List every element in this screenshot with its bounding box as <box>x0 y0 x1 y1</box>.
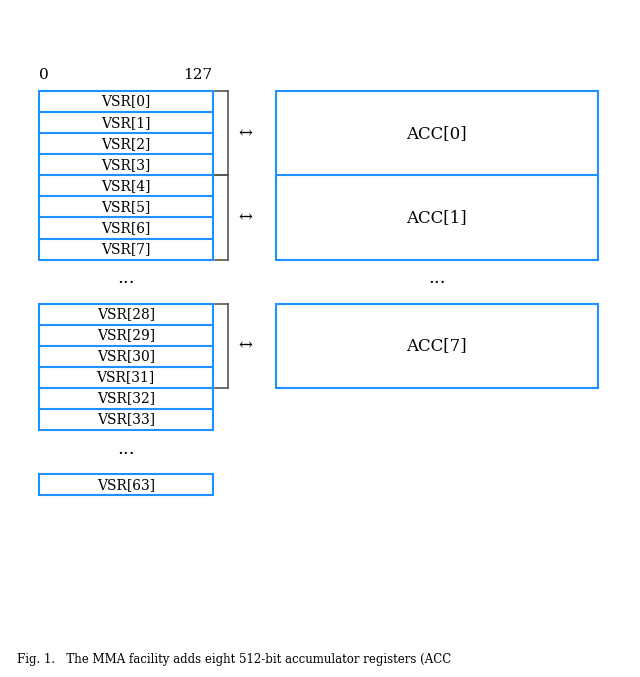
Text: VSR[4]: VSR[4] <box>101 179 150 193</box>
Text: VSR[32]: VSR[32] <box>97 391 155 406</box>
Text: VSR[3]: VSR[3] <box>101 158 150 172</box>
Text: VSR[5]: VSR[5] <box>101 200 150 214</box>
Text: 0: 0 <box>39 68 49 83</box>
Text: ↔: ↔ <box>239 209 252 226</box>
Text: ...: ... <box>117 440 134 458</box>
Text: ...: ... <box>428 269 445 287</box>
Text: ACC[0]: ACC[0] <box>406 125 467 141</box>
Text: VSR[30]: VSR[30] <box>97 349 155 364</box>
Text: VSR[33]: VSR[33] <box>97 412 155 427</box>
Text: VSR[6]: VSR[6] <box>101 221 150 235</box>
Text: VSR[7]: VSR[7] <box>101 242 150 256</box>
Text: ACC[1]: ACC[1] <box>406 209 467 226</box>
Text: ↔: ↔ <box>239 125 252 141</box>
Text: VSR[1]: VSR[1] <box>101 116 150 130</box>
Text: ACC[7]: ACC[7] <box>406 337 467 354</box>
Text: Fig. 1.   The MMA facility adds eight 512-bit accumulator registers (ACC: Fig. 1. The MMA facility adds eight 512-… <box>17 653 451 666</box>
Text: VSR[63]: VSR[63] <box>97 478 155 492</box>
Bar <box>39 91 212 259</box>
Text: VSR[0]: VSR[0] <box>101 95 150 108</box>
Bar <box>276 304 598 388</box>
Text: ...: ... <box>117 269 134 287</box>
Text: VSR[2]: VSR[2] <box>101 137 150 151</box>
Bar <box>39 304 212 430</box>
Text: ↔: ↔ <box>239 337 252 354</box>
Text: VSR[29]: VSR[29] <box>97 328 155 343</box>
Text: VSR[31]: VSR[31] <box>97 370 155 385</box>
Bar <box>276 91 598 259</box>
Bar <box>39 475 212 496</box>
Text: VSR[28]: VSR[28] <box>97 307 155 322</box>
Text: 127: 127 <box>184 68 212 83</box>
